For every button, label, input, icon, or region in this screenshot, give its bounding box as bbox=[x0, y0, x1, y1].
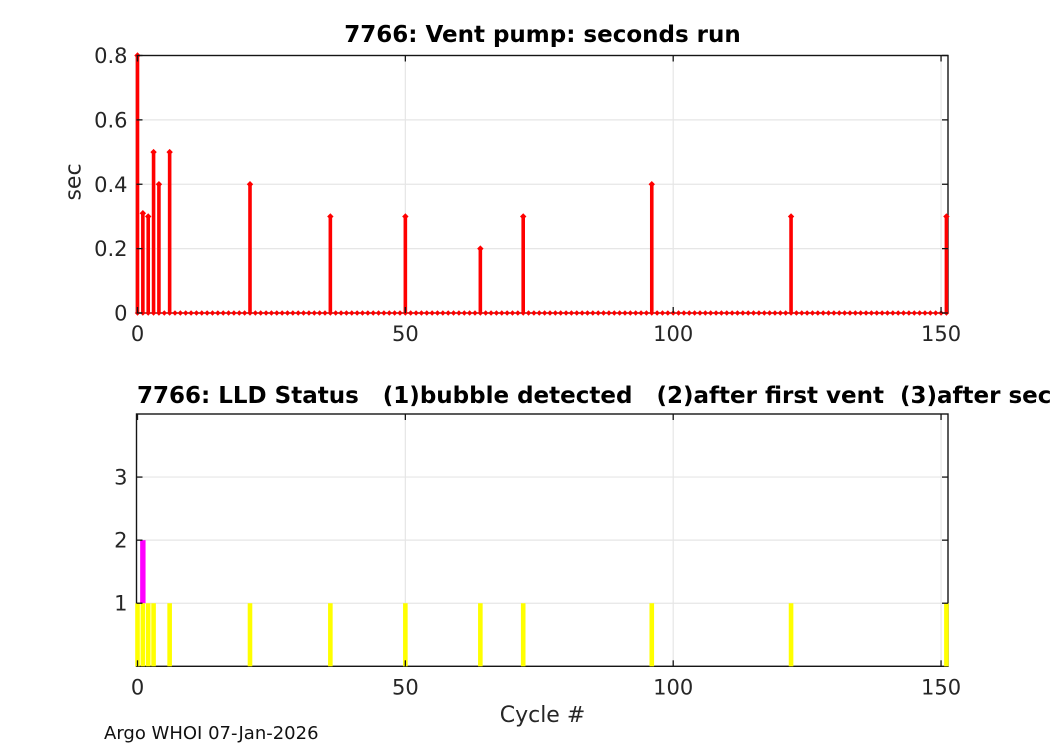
vent-pump-xtick-label: 100 bbox=[653, 322, 693, 346]
vent-pump-ytick-label: 0 bbox=[114, 302, 127, 326]
vent-pump-ticks bbox=[136, 54, 948, 314]
vent-pump-xtick-label: 0 bbox=[131, 322, 144, 346]
lld-status-xtick-label: 150 bbox=[921, 675, 961, 699]
vent-pump-ylabel-text: sec bbox=[61, 163, 87, 201]
lld-status-tick-labels: 0 50 100 150 1 2 3 bbox=[114, 466, 961, 700]
vent-pump-gridlines bbox=[136, 55, 948, 313]
vent-pump-plot: 0 50 100 150 0 0.2 0.4 0.6 0.8 bbox=[94, 44, 961, 346]
lld-status-plot: 0 50 100 150 1 2 3 bbox=[114, 413, 961, 700]
lld-status-ticks bbox=[136, 414, 948, 667]
vent-pump-title: 7766: Vent pump: seconds run bbox=[344, 22, 741, 48]
lld-status-gridlines bbox=[136, 414, 948, 667]
vent-pump-ytick-label: 0.2 bbox=[94, 237, 127, 261]
vent-pump-ytick-label: 0.6 bbox=[94, 108, 127, 132]
vent-pump-zero-markers bbox=[134, 310, 950, 316]
lld-status-ytick-label: 3 bbox=[114, 466, 127, 490]
lld-status-xtick-label: 100 bbox=[653, 675, 693, 699]
vent-pump-xtick-label: 50 bbox=[392, 322, 419, 346]
cycle-axis-label: Cycle # bbox=[499, 703, 586, 728]
vent-pump-xtick-label: 150 bbox=[921, 322, 961, 346]
vent-pump-stems bbox=[134, 52, 950, 313]
figure-footer: Argo WHOI 07-Jan-2026 bbox=[104, 723, 319, 744]
lld-status-ytick-label: 2 bbox=[114, 529, 127, 553]
lld-status-xtick-label: 50 bbox=[392, 675, 419, 699]
lld-status-title: 7766: LLD Status (1)bubble detected (2)a… bbox=[137, 383, 1050, 409]
vent-pump-tick-labels: 0 50 100 150 0 0.2 0.4 0.6 0.8 bbox=[94, 44, 961, 346]
vent-pump-ytick-label: 0.4 bbox=[94, 173, 127, 197]
vent-pump-ytick-label: 0.8 bbox=[94, 44, 127, 68]
lld-status-highlight-bar bbox=[140, 540, 146, 604]
lld-status-xtick-label: 0 bbox=[131, 675, 144, 699]
lld-status-bars bbox=[135, 540, 949, 667]
lld-status-ytick-label: 1 bbox=[114, 592, 127, 616]
